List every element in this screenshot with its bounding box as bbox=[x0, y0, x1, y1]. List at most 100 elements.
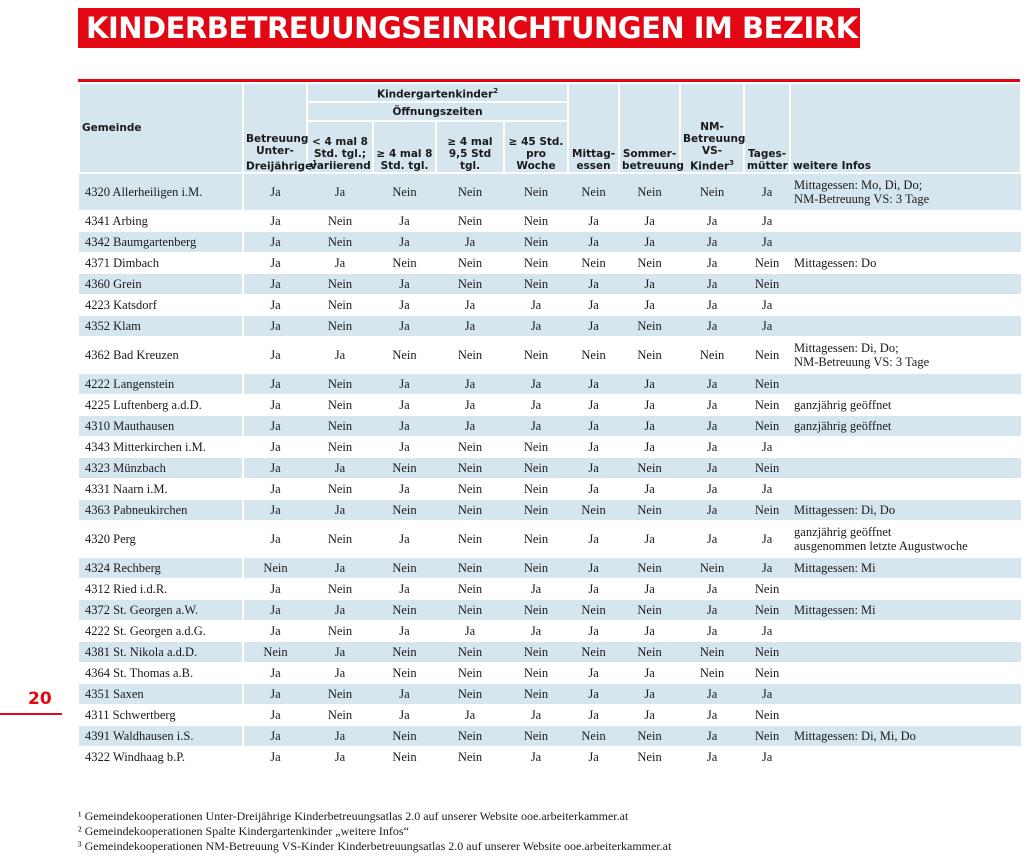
cell-oz1: Ja bbox=[307, 172, 373, 211]
cell-tages: Nein bbox=[744, 415, 791, 437]
table-row: 4381 St. Nikola a.d.D. Nein Ja Nein Nein Nein… bbox=[79, 641, 1022, 663]
page-title: KINDERBETREUUNGSEINRICHTUNGEN IM BEZIRK … bbox=[78, 8, 860, 48]
cell-oz1: Nein bbox=[307, 231, 373, 253]
cell-oz4: Nein bbox=[504, 683, 569, 705]
cell-oz1: Nein bbox=[307, 373, 373, 395]
table-row: 4363 Pabneukirchen Ja Ja Nein Nein Nein Nein Ne… bbox=[79, 499, 1022, 521]
cell-weitere-infos bbox=[790, 704, 1022, 726]
cell-tages: Ja bbox=[744, 620, 791, 642]
cell-u3: Ja bbox=[243, 620, 307, 642]
cell-mittag: Nein bbox=[568, 336, 620, 374]
cell-weitere-infos bbox=[790, 294, 1022, 316]
cell-u3: Ja bbox=[243, 394, 307, 416]
cell-oz2: Nein bbox=[373, 641, 436, 663]
cell-gemeinde: 4331 Naarn i.M. bbox=[79, 478, 244, 500]
cell-sommer: Nein bbox=[619, 746, 681, 767]
cell-oz3: Ja bbox=[436, 620, 504, 642]
cell-oz2: Nein bbox=[373, 599, 436, 621]
table-row: 4322 Windhaag b.P. Ja Ja Nein Nein Ja Ja Nein Ja… bbox=[79, 746, 1022, 767]
cell-u3: Ja bbox=[243, 315, 307, 337]
cell-gemeinde: 4324 Rechberg bbox=[79, 557, 244, 579]
cell-nm: Ja bbox=[680, 478, 745, 500]
cell-oz3: Nein bbox=[436, 210, 504, 232]
cell-mittag: Ja bbox=[568, 210, 620, 232]
cell-nm: Ja bbox=[680, 210, 745, 232]
table-row: 4341 Arbing Ja Nein Ja Nein Nein Ja Ja Ja Ja bbox=[79, 210, 1022, 232]
cell-sommer: Ja bbox=[619, 683, 681, 705]
cell-u3: Ja bbox=[243, 478, 307, 500]
cell-oz3: Nein bbox=[436, 725, 504, 747]
table-row: 4320 Perg Ja Nein Ja Nein Nein Ja Ja Ja Ja ganzjäh… bbox=[79, 520, 1022, 558]
cell-oz3: Nein bbox=[436, 457, 504, 479]
header-nm-betreuung: NM-Betreuung VS-Kinder3 bbox=[679, 82, 745, 174]
info-line: ganzjährig geöffnet bbox=[794, 525, 892, 539]
cell-gemeinde: 4341 Arbing bbox=[79, 210, 244, 232]
title-rule bbox=[78, 79, 1020, 82]
cell-u3: Ja bbox=[243, 172, 307, 211]
cell-mittag: Nein bbox=[568, 172, 620, 211]
cell-oz2: Nein bbox=[373, 336, 436, 374]
cell-weitere-infos bbox=[790, 620, 1022, 642]
cell-gemeinde: 4364 St. Thomas a.B. bbox=[79, 662, 244, 684]
cell-gemeinde: 4362 Bad Kreuzen bbox=[79, 336, 244, 374]
cell-weitere-infos bbox=[790, 436, 1022, 458]
cell-u3: Ja bbox=[243, 415, 307, 437]
cell-oz4: Nein bbox=[504, 499, 569, 521]
cell-nm: Ja bbox=[680, 394, 745, 416]
cell-weitere-infos: ganzjährig geöffnet bbox=[790, 415, 1022, 437]
cell-mittag: Ja bbox=[568, 273, 620, 295]
cell-mittag: Ja bbox=[568, 620, 620, 642]
cell-mittag: Ja bbox=[568, 315, 620, 337]
cell-nm: Ja bbox=[680, 373, 745, 395]
cell-weitere-infos: ganzjährig geöffnet bbox=[790, 394, 1022, 416]
page-number-rule bbox=[0, 713, 62, 715]
cell-mittag: Ja bbox=[568, 436, 620, 458]
cell-gemeinde: 4351 Saxen bbox=[79, 683, 244, 705]
cell-nm: Ja bbox=[680, 599, 745, 621]
cell-oz2: Nein bbox=[373, 746, 436, 767]
cell-sommer: Nein bbox=[619, 557, 681, 579]
cell-tages: Nein bbox=[744, 373, 791, 395]
cell-sommer: Ja bbox=[619, 436, 681, 458]
cell-oz2: Ja bbox=[373, 620, 436, 642]
cell-mittag: Ja bbox=[568, 373, 620, 395]
cell-oz2: Ja bbox=[373, 231, 436, 253]
cell-u3: Ja bbox=[243, 746, 307, 767]
cell-oz1: Ja bbox=[307, 499, 373, 521]
cell-weitere-infos: Mittagessen: Di, Do bbox=[790, 499, 1022, 521]
table-row: 4222 St. Georgen a.d.G. Ja Nein Ja Ja Ja Ja Ja J… bbox=[79, 620, 1022, 642]
cell-oz2: Ja bbox=[373, 210, 436, 232]
cell-oz2: Ja bbox=[373, 294, 436, 316]
cell-oz3: Ja bbox=[436, 704, 504, 726]
table-row: 4320 Allerheiligen i.M. Ja Ja Nein Nein Nein N… bbox=[79, 172, 1022, 211]
cell-weitere-infos: Mittagessen: Mo, Di, Do; NM-Betreuung VS:… bbox=[790, 172, 1022, 211]
cell-oz1: Nein bbox=[307, 315, 373, 337]
cell-oz3: Nein bbox=[436, 499, 504, 521]
page-number: 20 bbox=[28, 689, 52, 709]
cell-oz3: Nein bbox=[436, 557, 504, 579]
info-line: Mittagessen: Di, Do; bbox=[794, 341, 899, 355]
table-row: 4223 Katsdorf Ja Nein Ja Ja Ja Ja Ja Ja Ja bbox=[79, 294, 1022, 316]
cell-gemeinde: 4223 Katsdorf bbox=[79, 294, 244, 316]
cell-weitere-infos bbox=[790, 746, 1022, 767]
cell-u3: Ja bbox=[243, 373, 307, 395]
cell-oz1: Nein bbox=[307, 273, 373, 295]
cell-oz2: Ja bbox=[373, 415, 436, 437]
header-gemeinde: Gemeinde bbox=[78, 82, 244, 174]
cell-weitere-infos bbox=[790, 457, 1022, 479]
cell-oz4: Nein bbox=[504, 172, 569, 211]
cell-oz2: Ja bbox=[373, 273, 436, 295]
cell-weitere-infos bbox=[790, 315, 1022, 337]
cell-mittag: Ja bbox=[568, 704, 620, 726]
header-mittagessen: Mittag-essen bbox=[567, 82, 621, 174]
cell-mittag: Nein bbox=[568, 641, 620, 663]
table-row: 4331 Naarn i.M. Ja Nein Ja Nein Nein Ja Ja Ja Ja bbox=[79, 478, 1022, 500]
cell-oz1: Nein bbox=[307, 683, 373, 705]
cell-weitere-infos bbox=[790, 683, 1022, 705]
cell-tages: Nein bbox=[744, 499, 791, 521]
cell-oz1: Nein bbox=[307, 415, 373, 437]
cell-oz2: Nein bbox=[373, 499, 436, 521]
cell-sommer: Nein bbox=[619, 336, 681, 374]
table-row: 4351 Saxen Ja Nein Ja Nein Nein Ja Ja Ja Ja bbox=[79, 683, 1022, 705]
cell-tages: Ja bbox=[744, 315, 791, 337]
